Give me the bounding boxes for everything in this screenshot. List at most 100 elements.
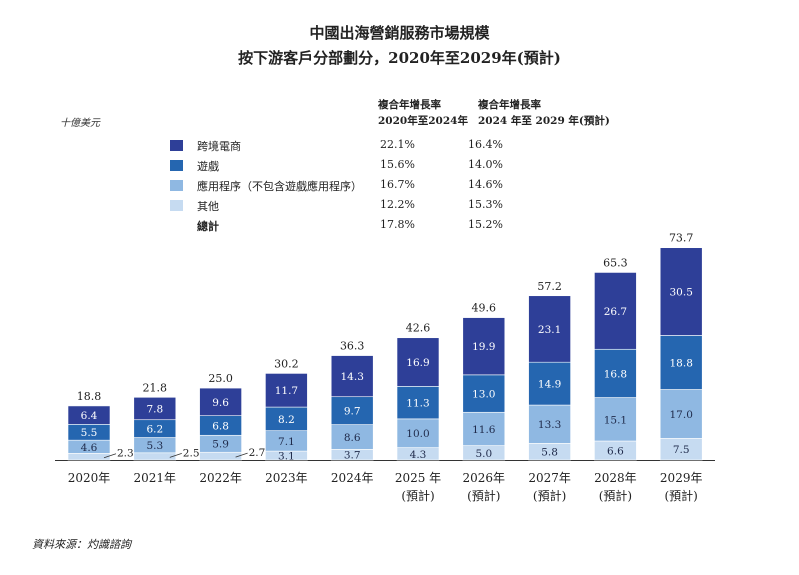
cagr-header-2024-2029: 複合年增長率 2024 年至 2029 年(預計) (478, 97, 610, 129)
x-tick-label: 2022年 (199, 471, 242, 485)
legend-cagr-2024-2029: 14.6% (468, 178, 503, 191)
bar-value-label: 5.3 (146, 440, 163, 452)
bar-segment (133, 396, 177, 421)
bar-value-label: 7.1 (278, 436, 295, 448)
x-tick-note: (預計) (467, 488, 500, 503)
bar-segment (396, 386, 440, 420)
bar-value-label: 6.8 (212, 420, 229, 432)
bar-total-label: 49.6 (472, 302, 497, 315)
legend-cagr-2024-2029: 15.2% (468, 218, 503, 231)
bar-segment (330, 355, 374, 398)
legend-swatch-apps (170, 180, 183, 191)
bar-value-label: 5.8 (541, 447, 558, 459)
leader-line (235, 452, 248, 458)
x-tick-label: 2027年 (528, 471, 571, 485)
leader-line (169, 453, 182, 458)
bar-segment (659, 247, 703, 336)
bar-total-label: 65.3 (603, 256, 628, 269)
x-tick-label: 2023年 (265, 471, 308, 485)
bar-value-label: 6.4 (81, 410, 98, 422)
x-tick-label: 2029年 (660, 471, 703, 485)
legend-label: 總計 (197, 220, 219, 233)
legend-cagr-2020-2024: 17.8% (380, 218, 415, 231)
bar-value-label: 2.5 (183, 447, 200, 459)
legend-cagr-2020-2024: 12.2% (380, 198, 415, 211)
bar-segment (528, 404, 571, 444)
bar-segment (462, 411, 506, 446)
x-tick-label: 2021年 (134, 471, 177, 485)
bar-value-label: 9.6 (212, 397, 229, 409)
bar-total-label: 25.0 (208, 372, 233, 385)
y-unit-label: 十億美元 (60, 118, 100, 129)
bar-value-label: 15.1 (604, 414, 627, 426)
bar-segment (594, 397, 637, 442)
bar-value-label: 5.0 (475, 448, 492, 460)
bar-segment (396, 418, 440, 448)
bar-value-label: 2.7 (249, 447, 266, 459)
x-tick-label: 2026年 (463, 471, 506, 485)
bar-value-label: 4.6 (81, 442, 98, 454)
bar-segment (462, 317, 506, 376)
bar-segment (594, 348, 637, 398)
bar-value-label: 16.8 (604, 368, 627, 380)
bar-value-label: 7.5 (673, 444, 690, 456)
cagr-header-2024-2029-line2: 2024 年至 2029 年(預計) (478, 115, 610, 127)
bar-value-label: 4.3 (410, 449, 427, 461)
bar-total-label: 36.3 (340, 340, 365, 353)
bar-segment (265, 373, 308, 408)
bar-value-label: 13.0 (472, 389, 495, 401)
legend-swatch-games (170, 160, 183, 171)
legend-cagr-2020-2024: 22.1% (380, 138, 415, 151)
x-tick-note: (預計) (599, 488, 632, 503)
x-tick-note: (預計) (401, 488, 434, 503)
legend-cagr-2024-2029: 15.3% (468, 198, 503, 211)
legend-swatch-others (170, 200, 183, 211)
bar-value-label: 18.8 (670, 357, 693, 369)
bar-segment (67, 453, 111, 461)
bar-segment (462, 374, 506, 413)
bar-total-label: 42.6 (406, 322, 431, 335)
legend-cagr-2024-2029: 14.0% (468, 158, 503, 171)
legend-cagr-2024-2029: 16.4% (468, 138, 503, 151)
x-tick-label: 2025 年 (395, 471, 441, 485)
bar-segment (528, 361, 571, 406)
chart-title-line-2: 按下游客戶分部劃分，2020年至2029年(預計) (238, 49, 561, 67)
bar-value-label: 10.0 (406, 428, 429, 440)
bar-value-label: 5.5 (81, 427, 98, 439)
bar-value-label: 3.7 (344, 450, 361, 462)
x-tick-label: 2020年 (68, 471, 111, 485)
legend-label: 遊戲 (197, 160, 219, 173)
bar-value-label: 11.3 (406, 398, 429, 410)
x-tick-note: (預計) (665, 488, 698, 503)
bar-segment (330, 396, 374, 425)
bar-total-label: 57.2 (537, 280, 562, 293)
bar-segment (67, 405, 111, 425)
chart-title-line-1: 中國出海營銷服務市場規模 (309, 24, 490, 42)
bar-value-label: 8.6 (344, 432, 361, 444)
bar-value-label: 23.1 (538, 324, 561, 336)
x-tick-label: 2028年 (594, 471, 637, 485)
bar-value-label: 30.5 (670, 287, 693, 299)
bar-total-label: 21.8 (143, 381, 168, 394)
bar-value-label: 7.8 (146, 404, 163, 416)
bar-value-label: 8.2 (278, 414, 295, 426)
legend-cagr-2020-2024: 16.7% (380, 178, 415, 191)
bar-value-label: 17.0 (670, 409, 693, 421)
bar-value-label: 16.9 (406, 357, 429, 369)
bar-value-label: 9.7 (344, 406, 361, 418)
bar-value-label: 11.7 (275, 385, 298, 397)
source-note: 資料來源：灼識諮詢 (32, 538, 131, 551)
bar-value-label: 5.9 (212, 439, 229, 451)
bar-value-label: 3.1 (278, 451, 295, 463)
bar-value-label: 13.3 (538, 419, 561, 431)
bar-value-label: 14.3 (341, 371, 364, 383)
x-tick-label: 2024年 (331, 471, 374, 485)
bar-value-label: 19.9 (472, 341, 495, 353)
bar-value-label: 2.3 (117, 448, 134, 460)
bar-total-label: 18.8 (77, 390, 102, 403)
cagr-header-2020-2024: 複合年增長率 2020年至2024年 (378, 97, 468, 129)
cagr-header-2020-2024-line2: 2020年至2024年 (378, 115, 468, 127)
bar-value-label: 26.7 (604, 306, 627, 318)
x-tick-note: (預計) (533, 488, 566, 503)
legend-label: 跨境電商 (197, 140, 241, 153)
